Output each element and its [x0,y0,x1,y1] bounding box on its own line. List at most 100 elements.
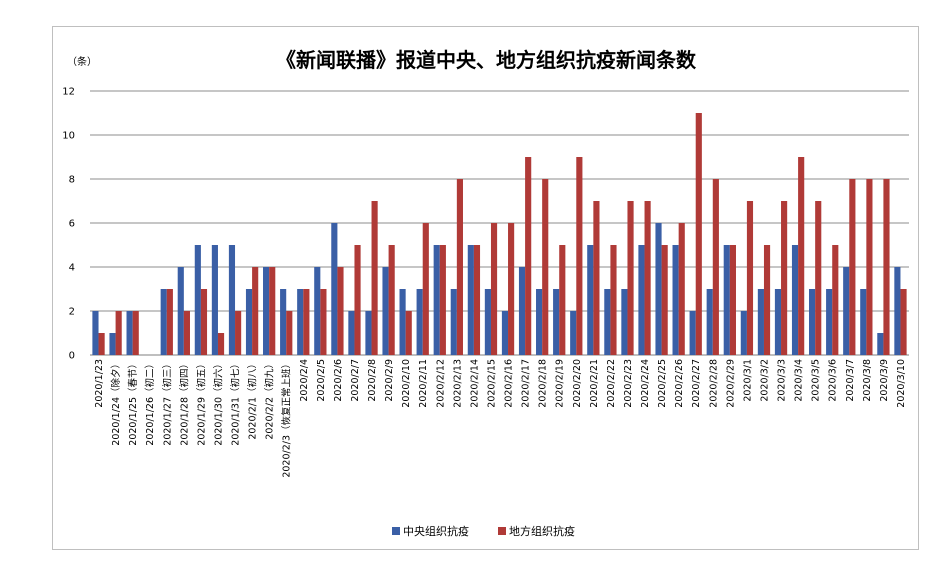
legend: 中央组织抗疫 地方组织抗疫 [392,524,575,538]
x-tick-label: 2020/2/14 [469,359,480,408]
bar-central [809,289,816,355]
bar-central [280,289,287,355]
y-tick-label: 10 [62,131,75,142]
y-tick-label: 8 [69,175,75,186]
bar-central [843,267,850,355]
bar-local [559,245,566,355]
bar-local [235,311,242,355]
bar-local [644,201,651,355]
bar-local [371,201,378,355]
bar-central [706,289,713,355]
x-tick-label: 2020/2/6 [333,359,344,402]
y-tick-label: 4 [69,263,75,274]
bar-local [746,201,754,355]
bar-central [399,289,406,355]
bar-local [815,201,822,355]
bars [92,113,907,355]
bar-central [348,311,355,355]
y-tick-label: 6 [69,219,75,230]
bar-local [354,245,361,355]
x-tick-label: 2020/2/26 [674,359,685,408]
x-tick-label: 2020/2/17 [521,359,532,408]
x-tick-label: 2020/2/23 [623,359,634,408]
bar-central [689,311,696,355]
x-tick-label: 2020/2/20 [572,359,583,408]
x-tick-label: 2020/1/25（春节） [127,359,139,446]
x-tick-label: 2020/2/8 [367,359,378,402]
bar-local [781,201,788,355]
bar-central [194,245,201,355]
bar-central [604,289,611,355]
bar-central [382,267,389,355]
x-tick-label: 2020/2/27 [691,359,702,408]
bar-central [621,289,628,355]
x-tick-label: 2020/1/23 [94,359,105,408]
bar-local [661,245,668,355]
x-tick-label: 2020/3/4 [794,359,805,402]
x-tick-label: 2020/1/26（初二） [144,359,156,446]
bar-central [484,289,491,355]
x-tick-label: 2020/2/1（初八） [247,359,259,440]
x-tick-label: 2020/3/3 [777,359,788,402]
bar-local [525,157,532,355]
x-tick-label: 2020/1/29（初五） [195,359,207,446]
bar-local [712,179,719,355]
x-tick-label: 2020/2/25 [657,359,668,408]
bar-local [678,223,685,355]
bar-central [826,289,833,355]
bar-central [297,289,304,355]
x-axis-labels: 2020/1/23 2020/1/24（除夕） 2020/1/25（春节） 2020/… [94,359,907,478]
bar-central [774,289,782,355]
bar-central [672,245,679,355]
bar-central [211,245,218,355]
bar-central [450,289,457,355]
bar-local [542,179,549,355]
x-tick-label: 2020/3/8 [862,359,873,402]
x-tick-label: 2020/1/31（初七） [230,359,242,446]
gridlines [90,90,909,356]
bar-local [695,113,702,355]
x-tick-label: 2020/2/29 [725,359,736,408]
bar-local [405,311,412,355]
bar-local [286,311,293,355]
bar-local [610,245,617,355]
bar-local [166,289,173,355]
bar-local [303,289,310,355]
bar-central [501,311,509,355]
x-tick-label: 2020/1/24（除夕） [110,359,122,446]
legend-swatch-central [392,527,400,535]
bar-local [900,289,907,355]
bar-local [98,333,105,355]
bar-central [160,289,167,355]
bar-local [593,201,600,355]
bar-central [433,245,440,355]
x-tick-label: 2020/2/5 [316,359,327,402]
x-tick-label: 2020/2/9 [384,359,395,402]
x-tick-label: 2020/2/10 [401,359,412,408]
x-tick-label: 2020/1/27（初三） [161,359,173,446]
x-tick-label: 2020/2/11 [418,359,429,408]
bar-central [228,245,236,355]
bar-central [92,311,99,355]
bar-local [866,179,873,355]
y-tick-label: 0 [69,351,75,362]
bar-local [217,333,225,355]
x-tick-label: 2020/3/5 [811,359,822,402]
legend-label-local: 地方组织抗疫 [509,524,575,538]
bar-local [832,245,839,355]
bar-central [723,245,730,355]
bar-central [587,245,594,355]
bar-central [263,267,270,355]
bar-central [536,289,543,355]
bar-local [576,157,583,355]
bar-chart: 《新闻联播》报道中央、地方组织抗疫新闻条数 （条） 0 2 4 6 8 10 12 2020… [62,48,909,538]
x-tick-label: 2020/2/19 [555,359,566,408]
legend-label-central: 中央组织抗疫 [403,524,469,538]
chart-frame: 《新闻联播》报道中央、地方组织抗疫新闻条数 （条） 0 2 4 6 8 10 12 2020… [52,26,919,550]
y-tick-label: 2 [69,307,75,318]
bar-central [757,289,764,355]
bar-central [518,267,526,355]
x-tick-label: 2020/3/2 [759,359,770,402]
bar-central [894,267,901,355]
bar-central [638,245,645,355]
